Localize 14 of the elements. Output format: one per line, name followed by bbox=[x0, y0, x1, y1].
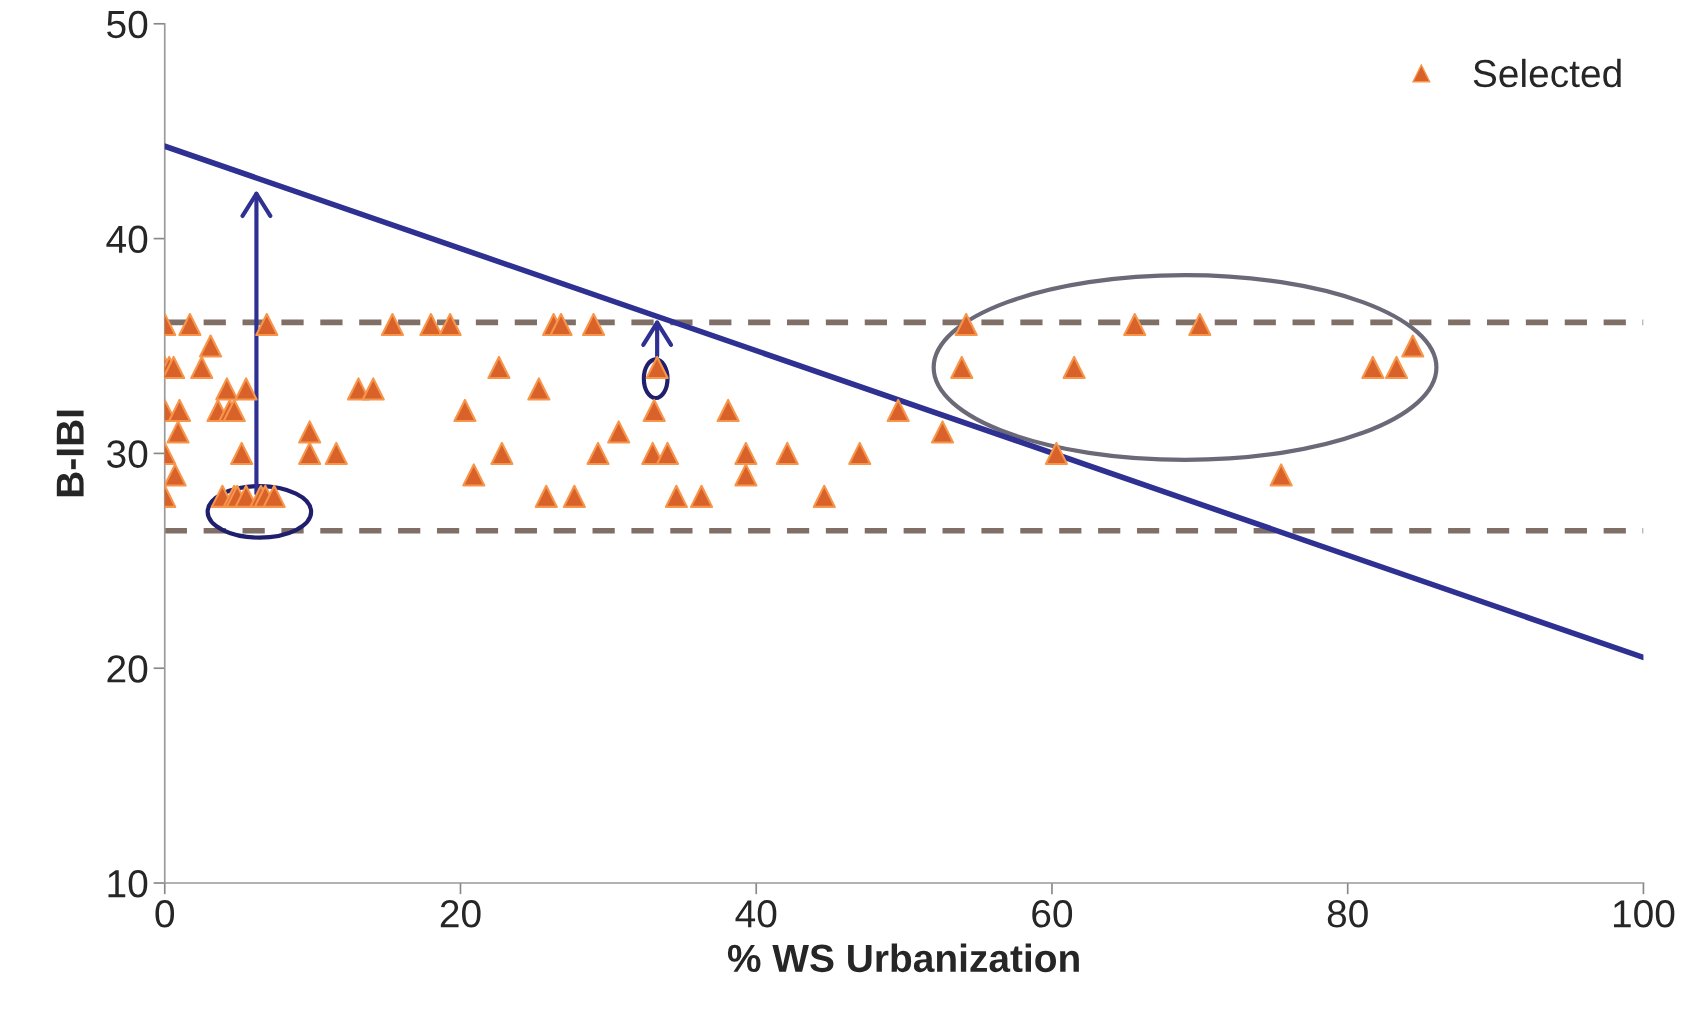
legend-label: Selected bbox=[1473, 58, 1621, 88]
y-axis-title: B-IBI bbox=[56, 410, 84, 497]
x-tick-label: 100 bbox=[1613, 900, 1675, 928]
y-tick-label: 30 bbox=[107, 440, 148, 468]
x-axis-title: % WS Urbanization bbox=[727, 943, 1079, 973]
y-tick-label: 50 bbox=[107, 10, 148, 39]
x-tick-label: 60 bbox=[1032, 900, 1073, 928]
x-tick-label: 80 bbox=[1327, 900, 1368, 928]
x-tick-label: 40 bbox=[735, 900, 777, 928]
y-tick-label: 20 bbox=[107, 655, 148, 683]
x-tick-label: 20 bbox=[440, 900, 481, 928]
y-tick-label: 40 bbox=[106, 225, 148, 254]
y-tick-label: 10 bbox=[108, 869, 148, 898]
x-tick-label: 0 bbox=[155, 900, 175, 928]
